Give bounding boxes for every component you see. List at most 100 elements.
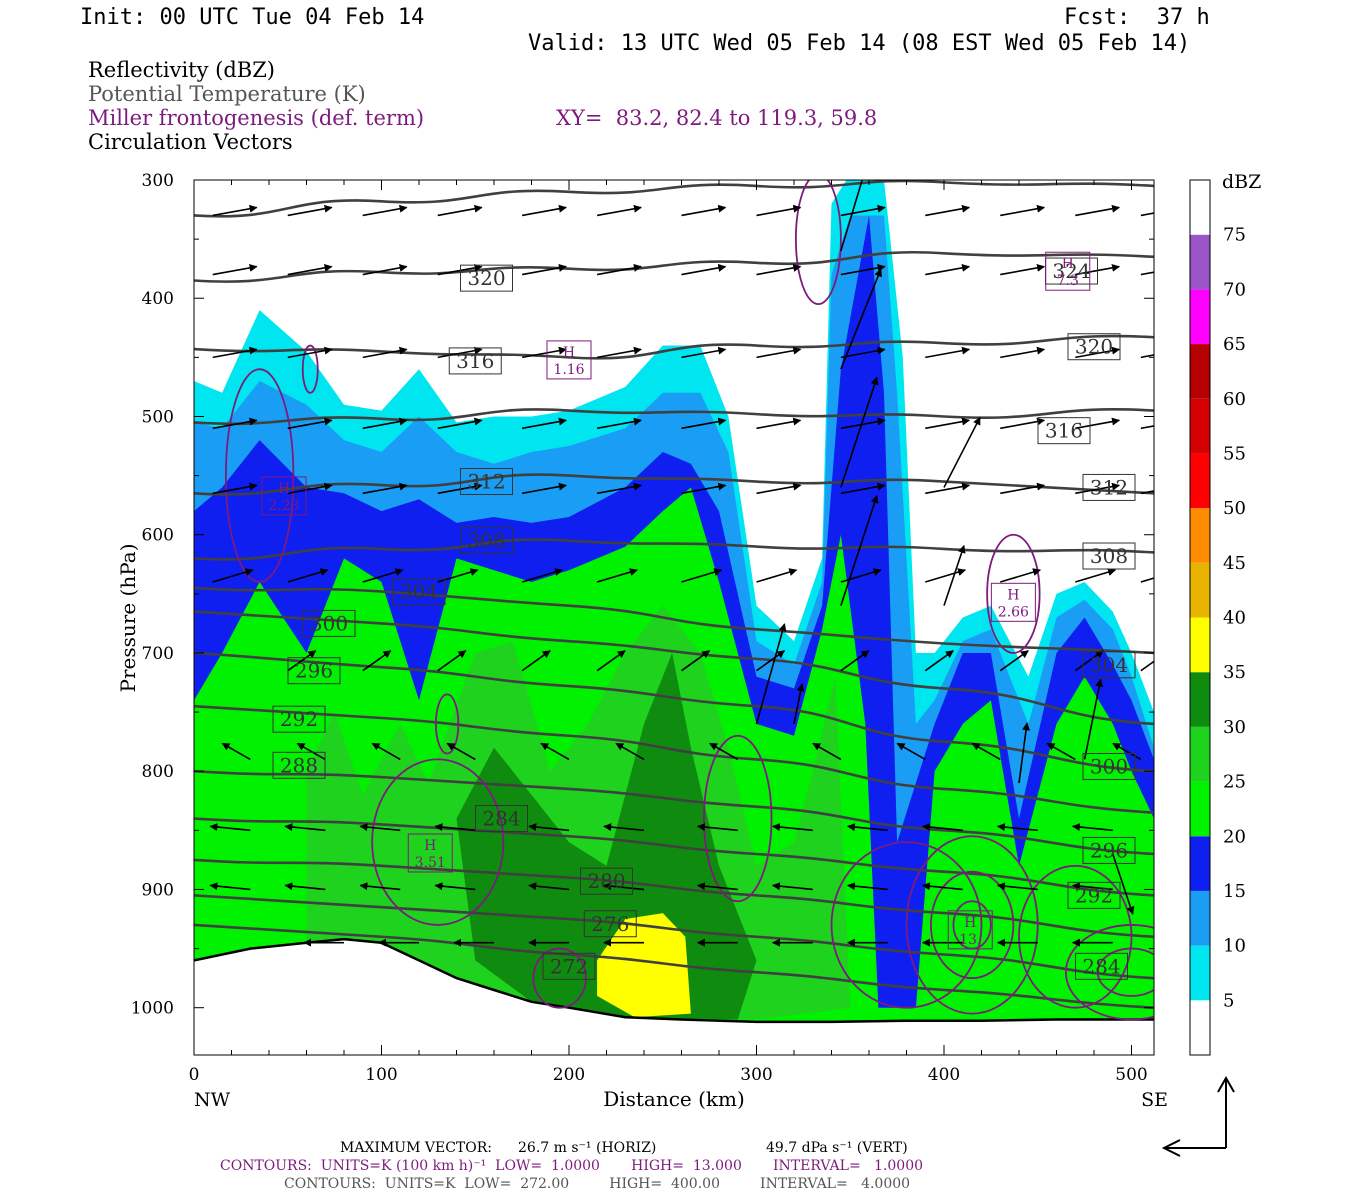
theta-contour-296 — [194, 651, 1154, 773]
colorbar-swatch-14 — [1190, 234, 1210, 290]
fronto-high-h-3: H — [1007, 587, 1019, 603]
vector-3-8 — [840, 417, 886, 430]
theta-label-17: 308 — [1090, 544, 1128, 568]
theta-contour-272 — [194, 923, 1154, 1009]
vector-0-2 — [362, 204, 408, 217]
theta-contour-300 — [194, 610, 1154, 726]
vector-3-0 — [212, 417, 258, 430]
vector-4-9 — [925, 482, 971, 495]
fronto-high-box-4 — [1045, 251, 1091, 291]
vector-6-1 — [362, 650, 392, 672]
theta-label-7: 292 — [280, 707, 318, 731]
updraft-vector-1 — [840, 268, 882, 370]
vector-2-10 — [1000, 346, 1046, 359]
fronto-contour-5 — [703, 734, 773, 903]
vector-5-10 — [1000, 568, 1042, 583]
fronto-high-h-2: H — [424, 838, 436, 854]
vector-8-6 — [696, 823, 738, 832]
vector-5-0 — [212, 568, 254, 583]
vector-2-7 — [756, 346, 802, 359]
max-vector-horiz: 26.7 m s⁻¹ (HORIZ) — [518, 1140, 657, 1156]
colorbar-label-40: 40 — [1223, 608, 1246, 629]
vector-6-2 — [437, 650, 467, 672]
vector-9-11 — [1071, 882, 1113, 891]
x-tick-label-0: 0 — [189, 1065, 200, 1085]
vector-7-8 — [896, 742, 926, 761]
theta-contour-312 — [194, 473, 1154, 496]
theta-label-box-5 — [302, 609, 356, 637]
y-tick-label-500: 500 — [142, 407, 174, 427]
vector-6-10 — [1074, 650, 1104, 672]
updraft-vector-3 — [840, 494, 879, 606]
fronto-contour-4 — [532, 947, 587, 1009]
vector-0-0 — [212, 204, 258, 217]
vector-2-12 — [1140, 354, 1154, 359]
colorbar-swatch-11 — [1190, 398, 1210, 454]
theta-label-20: 296 — [1090, 838, 1128, 862]
vector-1-1 — [287, 263, 333, 276]
theta-label-box-6 — [287, 657, 341, 685]
vector-0-9 — [925, 204, 971, 217]
theta-label-22: 284 — [1082, 954, 1120, 978]
fronto-contour-1 — [301, 344, 319, 394]
vector-5-3 — [437, 568, 479, 583]
fronto-high-box-1 — [261, 476, 307, 516]
theta-label-8: 288 — [280, 753, 318, 777]
vector-8-10 — [996, 823, 1038, 832]
theta-label-box-2 — [460, 468, 513, 496]
vector-9-6 — [696, 882, 738, 891]
colorbar-swatch-4 — [1190, 781, 1210, 837]
vector-2-3 — [437, 346, 483, 359]
vector-8-9 — [921, 823, 963, 832]
vector-2-4 — [521, 346, 567, 359]
vector-7-0 — [221, 742, 251, 761]
theta-contour-316 — [194, 408, 1154, 426]
vector-6-8 — [924, 650, 954, 672]
colorbar-label-45: 45 — [1223, 553, 1246, 574]
theta-label-6: 296 — [295, 659, 333, 683]
vector-1-2 — [362, 263, 408, 276]
vector-4-7 — [756, 482, 802, 495]
frontogenesis-contours — [224, 180, 1154, 1021]
axes: 300 400 500 600 700 800 900 1000 0 100 200 300 400 50… — [131, 171, 1154, 1085]
theta-label-box-16 — [1082, 473, 1136, 501]
theta-label-box-12 — [542, 952, 596, 980]
fronto-high-value-1: 2.23 — [268, 498, 299, 514]
theta-label-box-9 — [475, 805, 528, 833]
vector-2-1 — [287, 346, 333, 359]
y-tick-label-700: 700 — [142, 644, 174, 664]
fronto-contour-10 — [986, 533, 1041, 654]
vector-6-0 — [287, 650, 317, 672]
vector-3-3 — [437, 417, 483, 430]
vector-4-5 — [596, 482, 642, 495]
vector-7-11 — [1112, 742, 1142, 761]
vector-5-9 — [925, 568, 967, 583]
terrain — [194, 937, 1154, 1055]
x-end-right: SE — [1141, 1089, 1168, 1111]
vector-6-5 — [681, 650, 711, 672]
fronto-high-value-3: 2.66 — [998, 604, 1029, 620]
y-tick-label-300: 300 — [142, 171, 174, 191]
colorbar-label-20: 20 — [1223, 826, 1246, 847]
colorbar-swatch-8 — [1190, 562, 1210, 618]
theta-label-18: 304 — [1090, 653, 1128, 677]
vector-9-0 — [209, 882, 251, 891]
vector-8-8 — [846, 823, 888, 832]
theta-label-box-10 — [580, 867, 633, 895]
vector-7-6 — [709, 742, 739, 761]
reflectivity-core-35 — [597, 913, 691, 1018]
colorbar-label-65: 65 — [1223, 334, 1246, 355]
vector-0-10 — [1000, 204, 1046, 217]
theta-contour-308 — [194, 538, 1154, 561]
y-tick-label-600: 600 — [142, 526, 174, 546]
reflectivity-core-30 — [456, 653, 757, 1020]
colorbar-label-10: 10 — [1223, 936, 1246, 957]
vector-3-4 — [521, 417, 567, 430]
theta-contour-276 — [194, 894, 1154, 980]
theta-label-box-7 — [272, 705, 326, 733]
vector-8-11 — [1071, 823, 1113, 832]
fronto-high-box-2 — [407, 833, 453, 873]
vector-5-4 — [521, 568, 563, 583]
theta-label-0: 320 — [467, 266, 505, 290]
vector-7-9 — [971, 742, 1001, 761]
